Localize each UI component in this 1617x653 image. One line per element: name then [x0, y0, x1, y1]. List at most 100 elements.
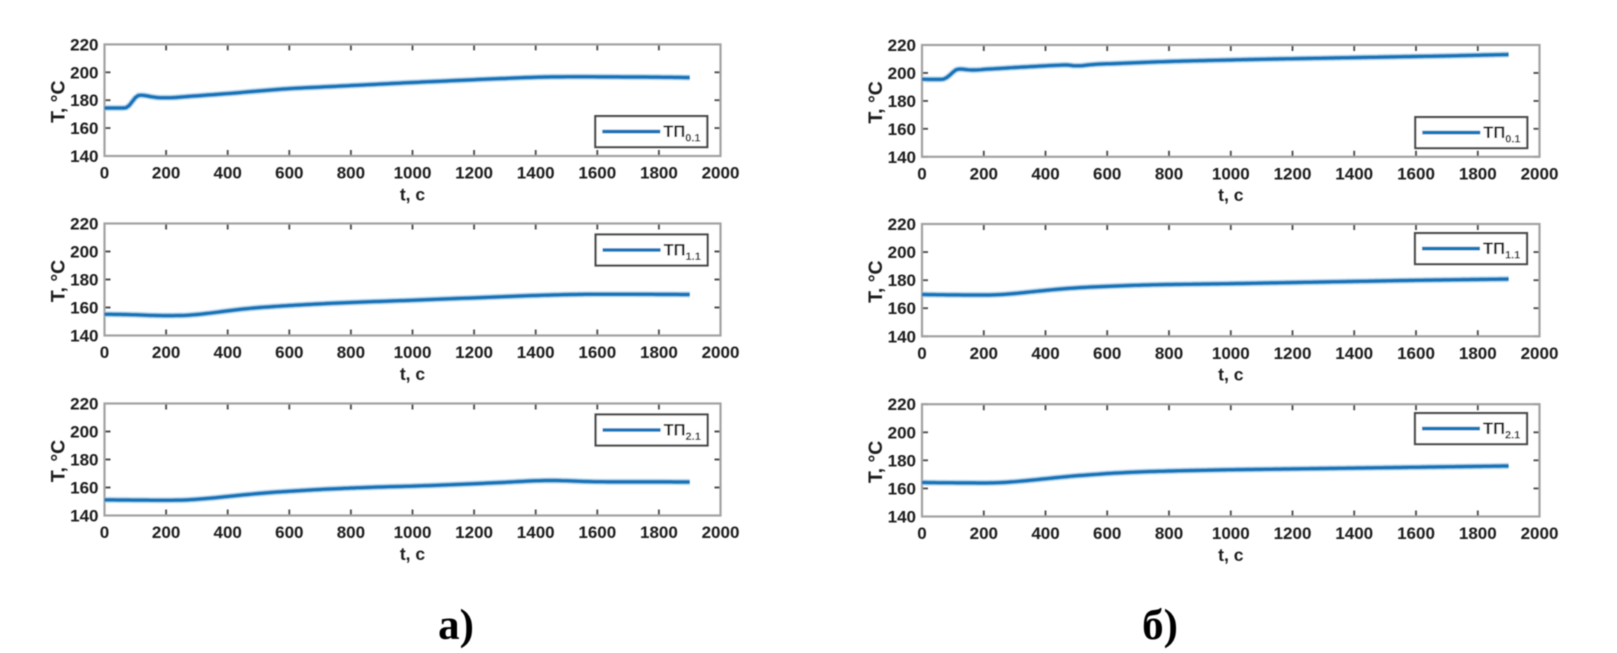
- svg-text:0: 0: [917, 164, 926, 183]
- svg-text:T, °C: T, °C: [865, 441, 887, 483]
- svg-text:200: 200: [888, 243, 916, 262]
- svg-text:1600: 1600: [1397, 524, 1435, 543]
- svg-text:t, c: t, c: [400, 544, 426, 564]
- svg-text:1800: 1800: [640, 343, 678, 362]
- svg-text:160: 160: [888, 479, 916, 498]
- svg-text:180: 180: [70, 271, 98, 290]
- svg-text:1200: 1200: [455, 164, 493, 183]
- svg-text:1400: 1400: [517, 523, 555, 542]
- svg-text:600: 600: [1093, 164, 1121, 183]
- svg-text:140: 140: [70, 327, 98, 346]
- svg-text:400: 400: [214, 164, 242, 183]
- svg-text:600: 600: [275, 343, 303, 362]
- svg-text:1200: 1200: [455, 343, 493, 362]
- svg-text:1000: 1000: [394, 523, 432, 542]
- svg-text:140: 140: [888, 148, 916, 167]
- svg-text:б): б): [1142, 602, 1178, 649]
- svg-text:200: 200: [70, 423, 98, 442]
- svg-text:160: 160: [888, 120, 916, 139]
- svg-text:2000: 2000: [1521, 344, 1559, 363]
- svg-text:220: 220: [888, 36, 916, 55]
- svg-text:400: 400: [1031, 524, 1059, 543]
- svg-text:800: 800: [1155, 164, 1183, 183]
- svg-text:200: 200: [888, 423, 916, 442]
- svg-text:220: 220: [70, 215, 98, 234]
- svg-text:200: 200: [70, 63, 98, 82]
- svg-text:180: 180: [888, 271, 916, 290]
- svg-text:180: 180: [888, 92, 916, 111]
- svg-text:140: 140: [70, 507, 98, 526]
- svg-text:1200: 1200: [1274, 344, 1312, 363]
- svg-text:T, °C: T, °C: [48, 440, 70, 482]
- svg-text:200: 200: [888, 64, 916, 83]
- svg-text:1800: 1800: [640, 164, 678, 183]
- svg-text:1200: 1200: [1274, 164, 1312, 183]
- svg-text:T, °C: T, °C: [48, 260, 70, 302]
- svg-text:220: 220: [70, 395, 98, 414]
- svg-text:1600: 1600: [1397, 164, 1435, 183]
- svg-text:0: 0: [917, 344, 926, 363]
- svg-text:t, c: t, c: [400, 184, 426, 204]
- svg-text:200: 200: [152, 164, 180, 183]
- svg-text:t, c: t, c: [1218, 545, 1244, 565]
- svg-text:1400: 1400: [517, 164, 555, 183]
- svg-text:1000: 1000: [1212, 524, 1250, 543]
- svg-text:400: 400: [1031, 164, 1059, 183]
- svg-text:200: 200: [970, 524, 998, 543]
- svg-text:180: 180: [888, 451, 916, 470]
- svg-text:1600: 1600: [578, 523, 616, 542]
- svg-text:140: 140: [888, 508, 916, 527]
- svg-text:1200: 1200: [1274, 524, 1312, 543]
- svg-text:1600: 1600: [578, 343, 616, 362]
- svg-text:1600: 1600: [578, 164, 616, 183]
- svg-text:1000: 1000: [1212, 344, 1250, 363]
- svg-text:220: 220: [888, 215, 916, 234]
- svg-text:1800: 1800: [1459, 344, 1497, 363]
- svg-text:2000: 2000: [702, 343, 740, 362]
- svg-text:800: 800: [337, 343, 365, 362]
- svg-text:1200: 1200: [455, 523, 493, 542]
- svg-text:0: 0: [100, 523, 109, 542]
- svg-text:160: 160: [70, 119, 98, 138]
- svg-text:1800: 1800: [640, 523, 678, 542]
- svg-text:400: 400: [214, 343, 242, 362]
- svg-text:180: 180: [70, 451, 98, 470]
- svg-text:1000: 1000: [394, 343, 432, 362]
- svg-text:200: 200: [970, 164, 998, 183]
- svg-text:2000: 2000: [702, 164, 740, 183]
- svg-text:1000: 1000: [394, 164, 432, 183]
- svg-text:800: 800: [1155, 344, 1183, 363]
- svg-text:1800: 1800: [1459, 524, 1497, 543]
- svg-text:160: 160: [70, 299, 98, 318]
- svg-text:1400: 1400: [1335, 344, 1373, 363]
- svg-text:t, c: t, c: [1218, 365, 1244, 385]
- svg-text:600: 600: [275, 523, 303, 542]
- svg-text:140: 140: [888, 327, 916, 346]
- svg-text:а): а): [438, 602, 474, 649]
- svg-text:140: 140: [70, 147, 98, 166]
- svg-text:1600: 1600: [1397, 344, 1435, 363]
- svg-text:1400: 1400: [517, 343, 555, 362]
- svg-text:600: 600: [275, 164, 303, 183]
- svg-text:800: 800: [1155, 524, 1183, 543]
- svg-text:T, °C: T, °C: [865, 81, 887, 123]
- svg-text:400: 400: [214, 523, 242, 542]
- svg-text:T, °C: T, °C: [48, 80, 70, 122]
- svg-text:t, c: t, c: [1218, 185, 1244, 205]
- svg-text:800: 800: [337, 164, 365, 183]
- svg-text:220: 220: [70, 35, 98, 54]
- svg-text:200: 200: [152, 343, 180, 362]
- svg-text:1800: 1800: [1459, 164, 1497, 183]
- svg-text:1400: 1400: [1335, 524, 1373, 543]
- svg-text:160: 160: [888, 299, 916, 318]
- svg-text:2000: 2000: [702, 523, 740, 542]
- svg-text:0: 0: [100, 164, 109, 183]
- svg-text:200: 200: [70, 243, 98, 262]
- svg-text:0: 0: [917, 524, 926, 543]
- svg-text:0: 0: [100, 343, 109, 362]
- svg-text:220: 220: [888, 395, 916, 414]
- svg-text:t, c: t, c: [400, 364, 426, 384]
- svg-text:1000: 1000: [1212, 164, 1250, 183]
- svg-text:200: 200: [970, 344, 998, 363]
- svg-text:160: 160: [70, 479, 98, 498]
